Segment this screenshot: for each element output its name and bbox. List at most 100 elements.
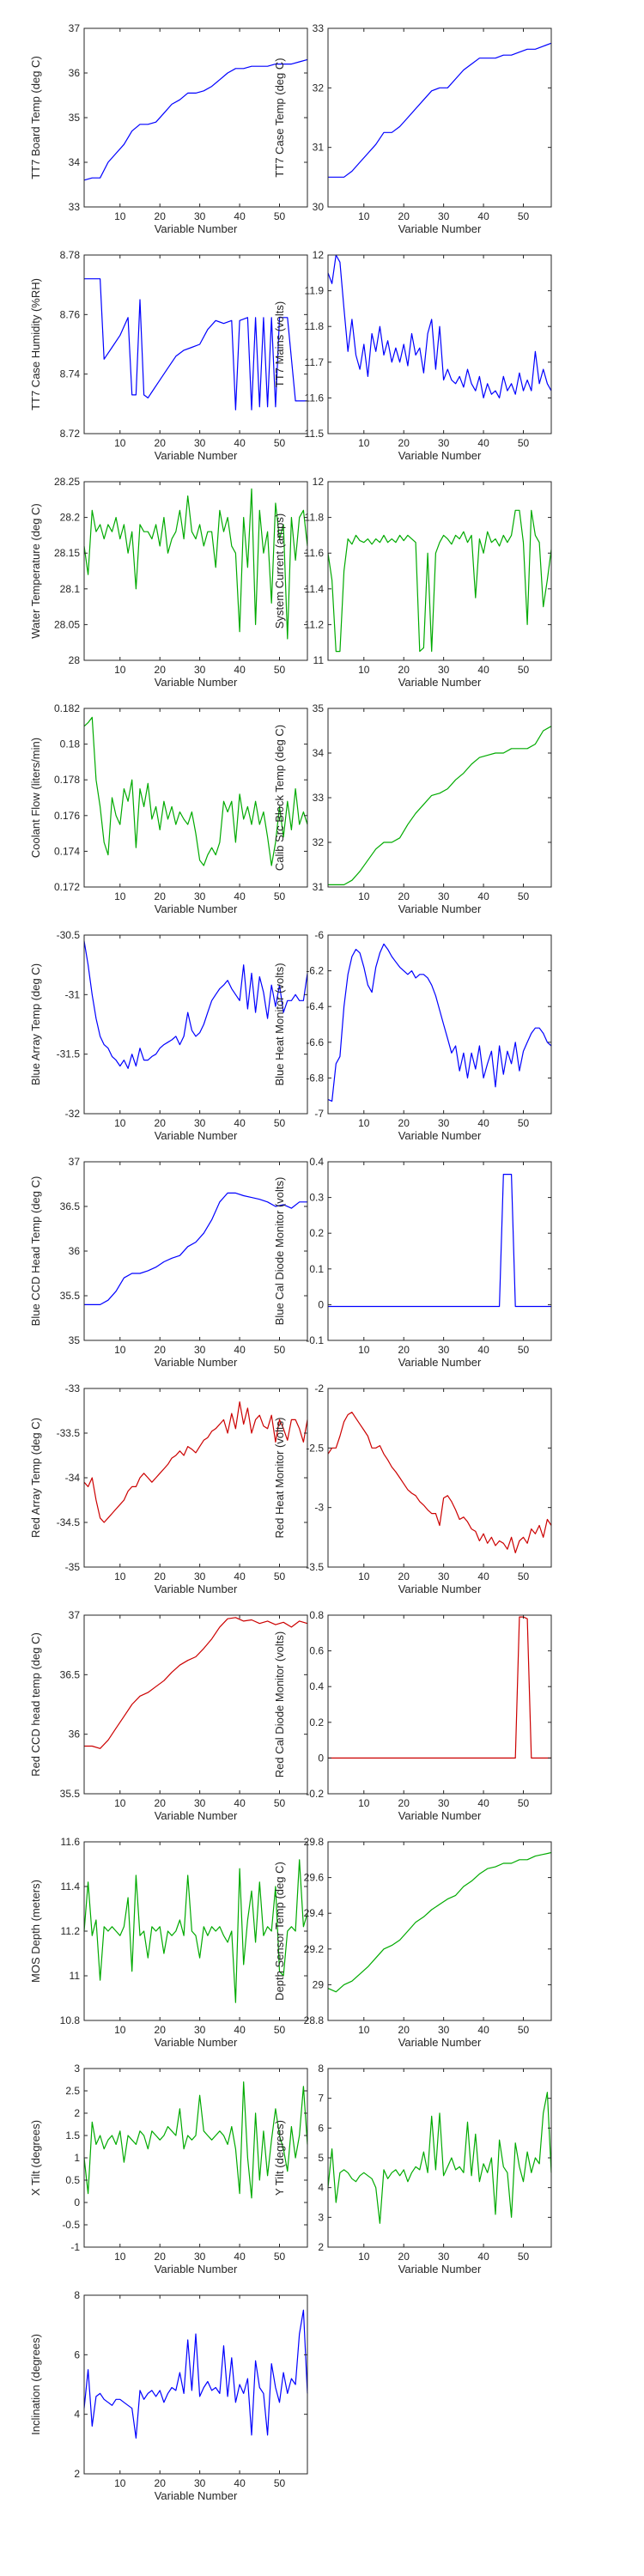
y-tick-label: -33: [65, 1382, 81, 1394]
x-axis-label: Variable Number: [155, 1129, 238, 1142]
x-tick-label: 10: [358, 1797, 370, 1809]
y-tick-label: -6.6: [306, 1036, 324, 1048]
x-tick-label: 10: [114, 1344, 126, 1356]
y-tick-label: 32: [313, 82, 325, 94]
chart-20: 10 20 30 40 50 2 3 4 5 6 7 8 Variable Number Y Tilt (…: [273, 2063, 552, 2275]
y-tick-label: 0: [318, 1752, 324, 1764]
y-tick-label: 11.4: [305, 583, 325, 595]
y-tick-label: 28.25: [54, 476, 80, 488]
y-axis-label: Red Array Temp (deg C): [29, 1418, 42, 1538]
y-tick-label: -1: [70, 2241, 80, 2253]
y-tick-label: 35.5: [60, 1788, 81, 1800]
y-tick-label: -2: [314, 1382, 324, 1394]
y-tick-label: 0.2: [309, 1227, 324, 1239]
y-tick-label: 29.4: [304, 1907, 325, 1919]
chart-4: 10 20 30 40 50 11.5 11.6 11.7 11.8 11.9 12 Variable…: [273, 249, 552, 462]
chart-3: 10 20 30 40 50 8.72 8.74 8.76 8.78 Variable Numbe…: [29, 249, 308, 462]
x-tick-label: 20: [398, 2024, 410, 2036]
x-tick-label: 40: [234, 2024, 246, 2036]
y-tick-label: 31: [313, 142, 325, 154]
y-tick-label: 11.9: [305, 285, 325, 297]
chart-13: 10 20 30 40 50 -35 -34.5 -34 -33.5 -33 Variable Nu…: [29, 1382, 308, 1595]
y-tick-label: 8.72: [60, 428, 81, 440]
plot-frame: [327, 27, 552, 208]
y-tick-label: -2.5: [306, 1442, 324, 1454]
chart-21: 10 20 30 40 50 2 4 6 8 Variable Number Inclination…: [29, 2289, 308, 2502]
y-tick-label: 8.74: [60, 368, 81, 380]
plot-frame: [327, 481, 552, 661]
series-line: [327, 943, 552, 1103]
y-axis-label: Blue Heat Monitor (volts): [273, 963, 286, 1085]
y-tick-label: 37: [69, 1609, 81, 1621]
y-tick-label: 0.2: [309, 1716, 324, 1728]
x-axis-label: Variable Number: [155, 2036, 238, 2049]
y-tick-label: 36: [69, 1245, 81, 1257]
y-tick-label: 37: [69, 1156, 81, 1168]
y-axis-label: Red CCD head temp (deg C): [29, 1632, 42, 1777]
series-line: [83, 2081, 308, 2199]
x-tick-label: 40: [234, 2477, 246, 2489]
x-tick-label: 20: [155, 1117, 167, 1129]
y-tick-label: 36.5: [60, 1200, 81, 1212]
y-tick-label: 32: [313, 836, 325, 848]
x-tick-label: 50: [518, 1344, 530, 1356]
x-tick-label: 20: [398, 1344, 410, 1356]
y-tick-label: 28.2: [60, 512, 81, 524]
x-tick-label: 50: [274, 664, 286, 676]
y-tick-label: 0.4: [309, 1156, 324, 1168]
x-tick-label: 50: [518, 437, 530, 449]
x-axis-label: Variable Number: [155, 2489, 238, 2502]
x-tick-label: 40: [234, 1571, 246, 1583]
y-tick-label: -31: [65, 988, 81, 1000]
series-line: [83, 716, 308, 866]
x-tick-label: 10: [358, 210, 370, 222]
y-axis-label: TT7 Case Temp (deg C): [273, 58, 286, 177]
x-tick-label: 20: [398, 437, 410, 449]
x-tick-label: 30: [194, 210, 206, 222]
x-tick-label: 40: [234, 664, 246, 676]
y-tick-label: 0.178: [54, 774, 80, 786]
y-tick-label: -3.5: [306, 1561, 324, 1573]
y-tick-label: 11.4: [61, 1880, 81, 1893]
series-line: [328, 42, 552, 178]
y-tick-label: 11.6: [305, 392, 325, 404]
x-tick-label: 20: [398, 664, 410, 676]
chart-9: 10 20 30 40 50 -32 -31.5 -31 -30.5 Variable Numbe…: [29, 929, 308, 1142]
y-tick-label: 35: [69, 1334, 81, 1346]
x-tick-label: 20: [155, 890, 167, 902]
x-tick-label: 20: [155, 437, 167, 449]
y-tick-label: 11: [70, 1970, 81, 1982]
x-axis-label: Variable Number: [155, 222, 238, 235]
x-tick-label: 30: [438, 437, 450, 449]
y-axis-label: TT7 Board Temp (deg C): [29, 56, 42, 179]
y-axis-label: Calib Src Block Temp (deg C): [273, 725, 286, 871]
y-axis-label: Blue CCD Head Temp (deg C): [29, 1176, 42, 1327]
y-tick-label: 34: [313, 747, 325, 759]
chart-14: 10 20 30 40 50 -3.5 -3 -2.5 -2 Variable Number Red…: [273, 1382, 552, 1595]
x-axis-label: Variable Number: [155, 676, 238, 689]
x-tick-label: 20: [398, 2251, 410, 2263]
x-tick-label: 30: [194, 1571, 206, 1583]
y-axis-label: Blue Cal Diode Monitor (volts): [273, 1177, 286, 1326]
x-tick-label: 30: [438, 664, 450, 676]
y-tick-label: 36.5: [60, 1668, 81, 1680]
x-tick-label: 30: [438, 1797, 450, 1809]
x-axis-label: Variable Number: [155, 1809, 238, 1822]
x-tick-label: 20: [155, 2024, 167, 2036]
chart-11: 10 20 30 40 50 35 35.5 36 36.5 37 Variable Number B…: [29, 1156, 308, 1369]
x-tick-label: 20: [398, 890, 410, 902]
y-tick-label: -7: [314, 1108, 324, 1120]
y-tick-label: 0.18: [60, 738, 81, 750]
y-tick-label: 8.76: [60, 308, 81, 320]
series-line: [327, 254, 552, 398]
series-line: [327, 509, 552, 653]
plot-frame: [83, 254, 308, 434]
y-tick-label: 3: [74, 2063, 80, 2075]
x-tick-label: 40: [477, 437, 489, 449]
x-tick-label: 40: [477, 1797, 489, 1809]
x-axis-label: Variable Number: [398, 1129, 482, 1142]
x-tick-label: 50: [518, 664, 530, 676]
series-line: [83, 1400, 308, 1523]
y-tick-label: 0.6: [309, 1645, 324, 1657]
